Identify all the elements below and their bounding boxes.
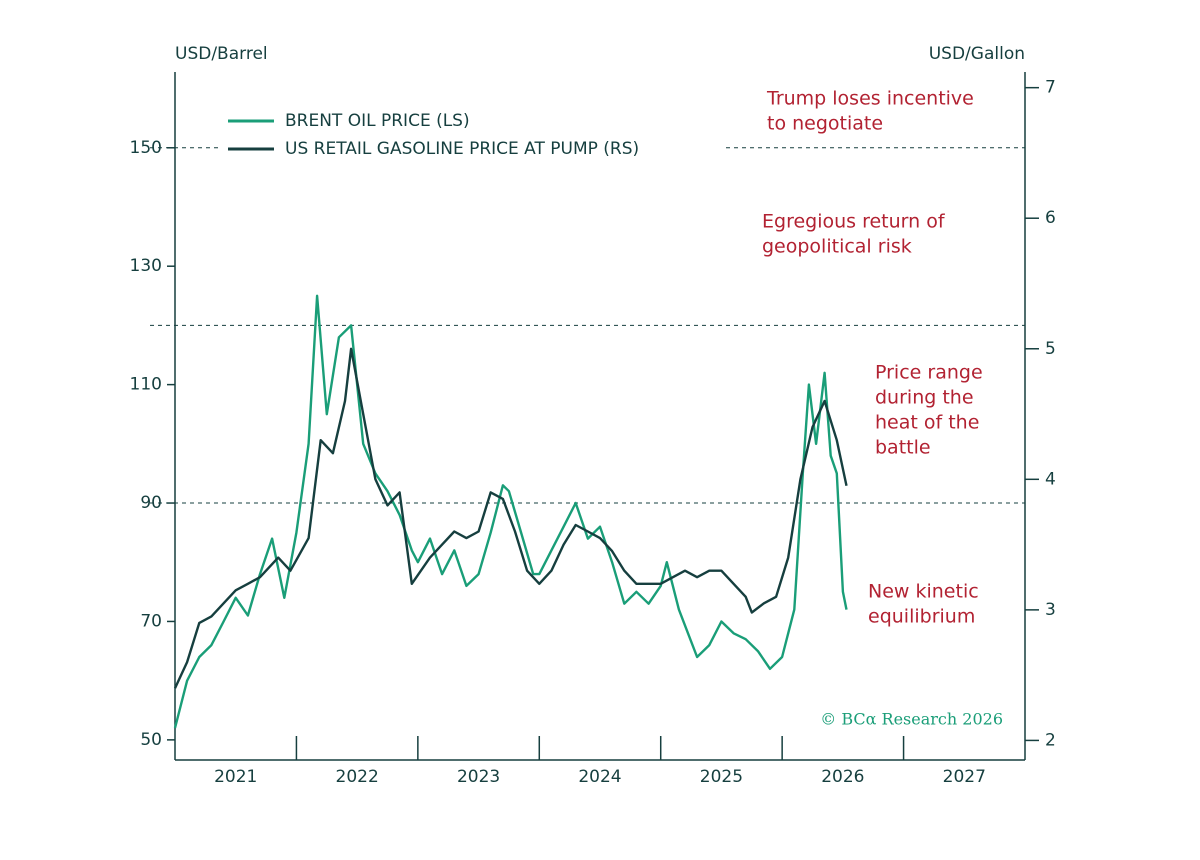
annotation: geopolitical risk <box>762 236 912 258</box>
annotation: equilibrium <box>868 606 975 628</box>
source-note: © BCα Research 2026 <box>820 710 1003 729</box>
x-tick-label: 2026 <box>821 767 864 787</box>
annotation: to negotiate <box>767 113 883 135</box>
x-tick-label: 2024 <box>578 767 621 787</box>
annotation: New kinetic <box>868 581 979 603</box>
annotation: during the <box>875 387 974 409</box>
x-tick-label: 2027 <box>943 767 986 787</box>
y-tick-label: 150 <box>130 138 162 158</box>
x-tick-label: 2021 <box>214 767 257 787</box>
x-tick-label: 2023 <box>457 767 500 787</box>
y2-tick-label: 2 <box>1045 730 1056 750</box>
y-tick-label: 130 <box>130 256 162 276</box>
y-tick-label: 70 <box>140 611 162 631</box>
legend-background <box>222 136 722 162</box>
annotation: Egregious return of <box>762 211 946 233</box>
legend-label: US RETAIL GASOLINE PRICE AT PUMP (RS) <box>285 139 639 159</box>
annotation: battle <box>875 437 931 459</box>
series-line <box>173 347 848 689</box>
legend-background <box>222 108 722 134</box>
y-tick-label: 110 <box>130 375 162 395</box>
y2-tick-label: 7 <box>1045 78 1056 98</box>
y2-tick-label: 3 <box>1045 600 1056 620</box>
y2-tick-label: 4 <box>1045 469 1056 489</box>
legend-label: BRENT OIL PRICE (LS) <box>285 111 470 131</box>
annotation: Price range <box>875 362 983 384</box>
y2-axis-label: USD/Gallon <box>929 44 1025 64</box>
y-tick-label: 50 <box>140 730 162 750</box>
y-axis-label: USD/Barrel <box>175 44 268 64</box>
series-line <box>173 294 848 729</box>
x-tick-label: 2022 <box>336 767 379 787</box>
y2-tick-label: 6 <box>1045 208 1056 228</box>
annotation: heat of the <box>875 412 979 434</box>
y-tick-label: 90 <box>140 493 162 513</box>
y2-tick-label: 5 <box>1045 339 1056 359</box>
annotation: Trump loses incentive <box>766 88 974 110</box>
x-tick-label: 2025 <box>700 767 743 787</box>
